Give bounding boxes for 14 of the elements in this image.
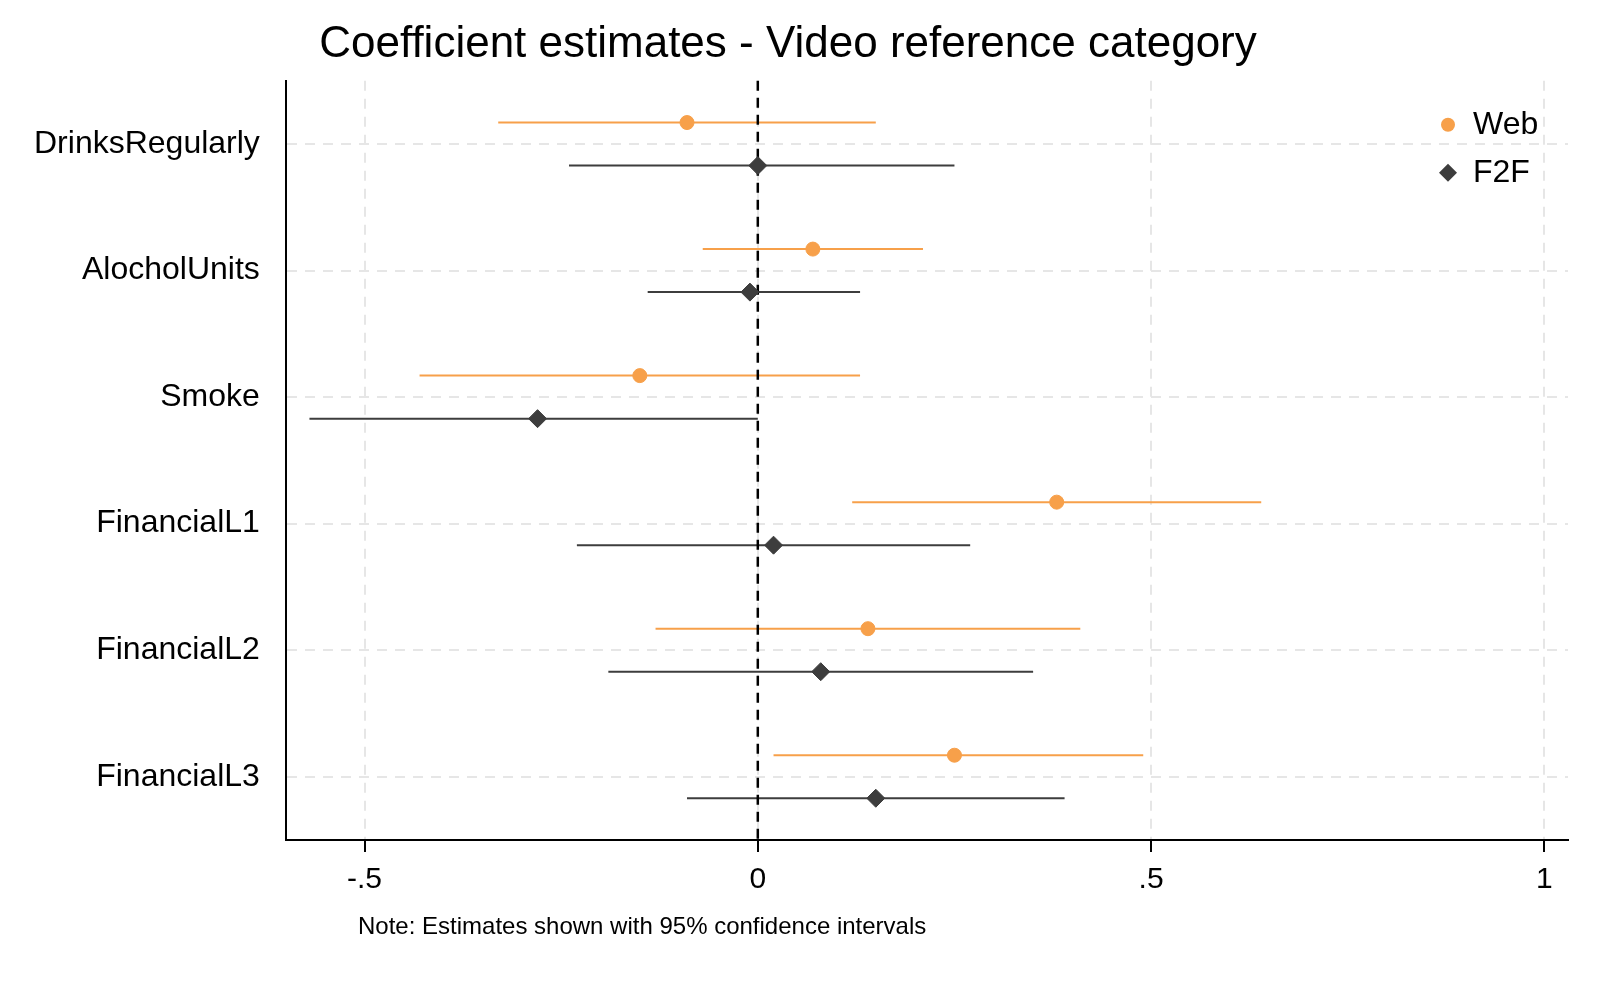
y-tick-label: FinancialL3 <box>96 756 260 793</box>
y-tick-label: AlocholUnits <box>81 250 260 287</box>
x-tick-label: 0 <box>749 861 767 895</box>
legend-label: Web <box>1473 104 1539 141</box>
x-tick-label: .5 <box>1138 861 1164 895</box>
y-tick-label: FinancialL2 <box>96 630 260 667</box>
y-tick-label: FinancialL1 <box>96 503 260 540</box>
x-tick-label: 1 <box>1536 861 1553 895</box>
legend-label: F2F <box>1473 152 1530 189</box>
y-tick-label: DrinksRegularly <box>34 123 260 160</box>
y-tick-label: Smoke <box>160 376 260 413</box>
x-tick-label: -.5 <box>347 861 383 895</box>
text: Note: Estimates shown with 95% confidence intervals <box>358 912 928 940</box>
chart-title: Coefficient estimates - Video reference category <box>319 16 1257 66</box>
